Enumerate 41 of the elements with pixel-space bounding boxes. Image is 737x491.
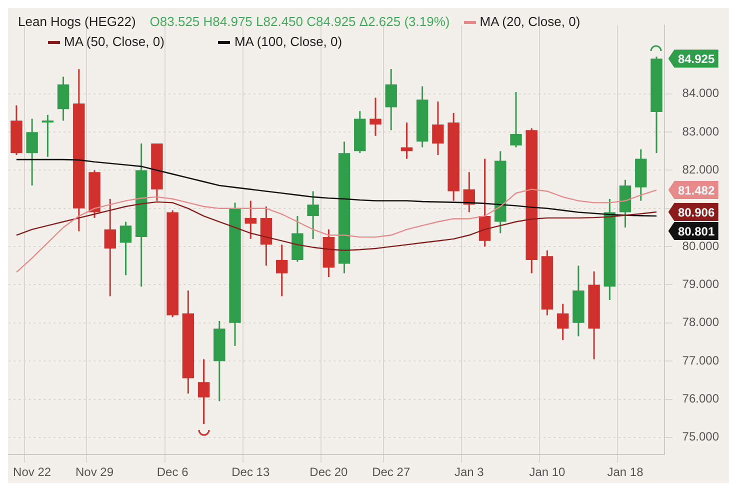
y-tick-label: 82.000 — [682, 162, 720, 177]
candlestick — [400, 122, 413, 160]
candlestick — [120, 221, 132, 276]
data-label: 80.801 — [678, 224, 715, 238]
y-tick-label: 78.000 — [682, 315, 720, 330]
y-tick-label: 80.000 — [682, 238, 720, 253]
y-tick-label: 76.000 — [682, 392, 720, 406]
x-tick-label: Jan 3 — [454, 465, 484, 480]
y-tick-label: 75.000 — [682, 430, 720, 444]
chart-subtitle: O83.525 H84.975 L82.450 C84.925 Δ2.625 (3.19%) — [150, 14, 450, 30]
candlestick — [432, 100, 444, 156]
candlestick — [510, 91, 522, 148]
x-tick-label: Nov 29 — [75, 465, 114, 480]
x-tick-label: Dec 13 — [232, 465, 270, 480]
candlestick — [307, 190, 319, 240]
candlestick — [385, 68, 397, 131]
candlestick — [276, 244, 288, 297]
candlestick — [244, 200, 256, 240]
data-label: 81.482 — [678, 183, 715, 198]
y-tick-label: 84.000 — [682, 86, 720, 100]
data-label: 80.906 — [678, 205, 715, 220]
x-tick-label: Nov 22 — [13, 465, 52, 480]
y-tick-label: 83.000 — [682, 124, 720, 138]
candlestick — [104, 198, 116, 297]
candlestick — [26, 118, 38, 186]
y-tick-label: 77.000 — [682, 353, 720, 368]
candlestick — [556, 303, 569, 341]
chart-title: Lean Hogs (HEG22) — [18, 14, 136, 30]
text: 84.925 — [678, 52, 715, 66]
y-tick-label: 79.000 — [682, 277, 720, 292]
x-tick-label: Jan 18 — [607, 465, 644, 480]
legend-label: MA (20, Close, 0) — [480, 14, 580, 30]
x-tick-label: Dec 27 — [372, 465, 410, 480]
legend-label: MA (100, Close, 0) — [234, 34, 342, 50]
candlestick — [370, 96, 382, 137]
candlestick — [198, 358, 210, 425]
x-tick-label: Dec 6 — [156, 465, 189, 480]
legend-label: MA (50, Close, 0) — [64, 34, 164, 50]
x-tick-label: Jan 10 — [529, 465, 566, 480]
candlestick — [42, 114, 54, 158]
x-tick-label: Dec 20 — [310, 465, 348, 480]
